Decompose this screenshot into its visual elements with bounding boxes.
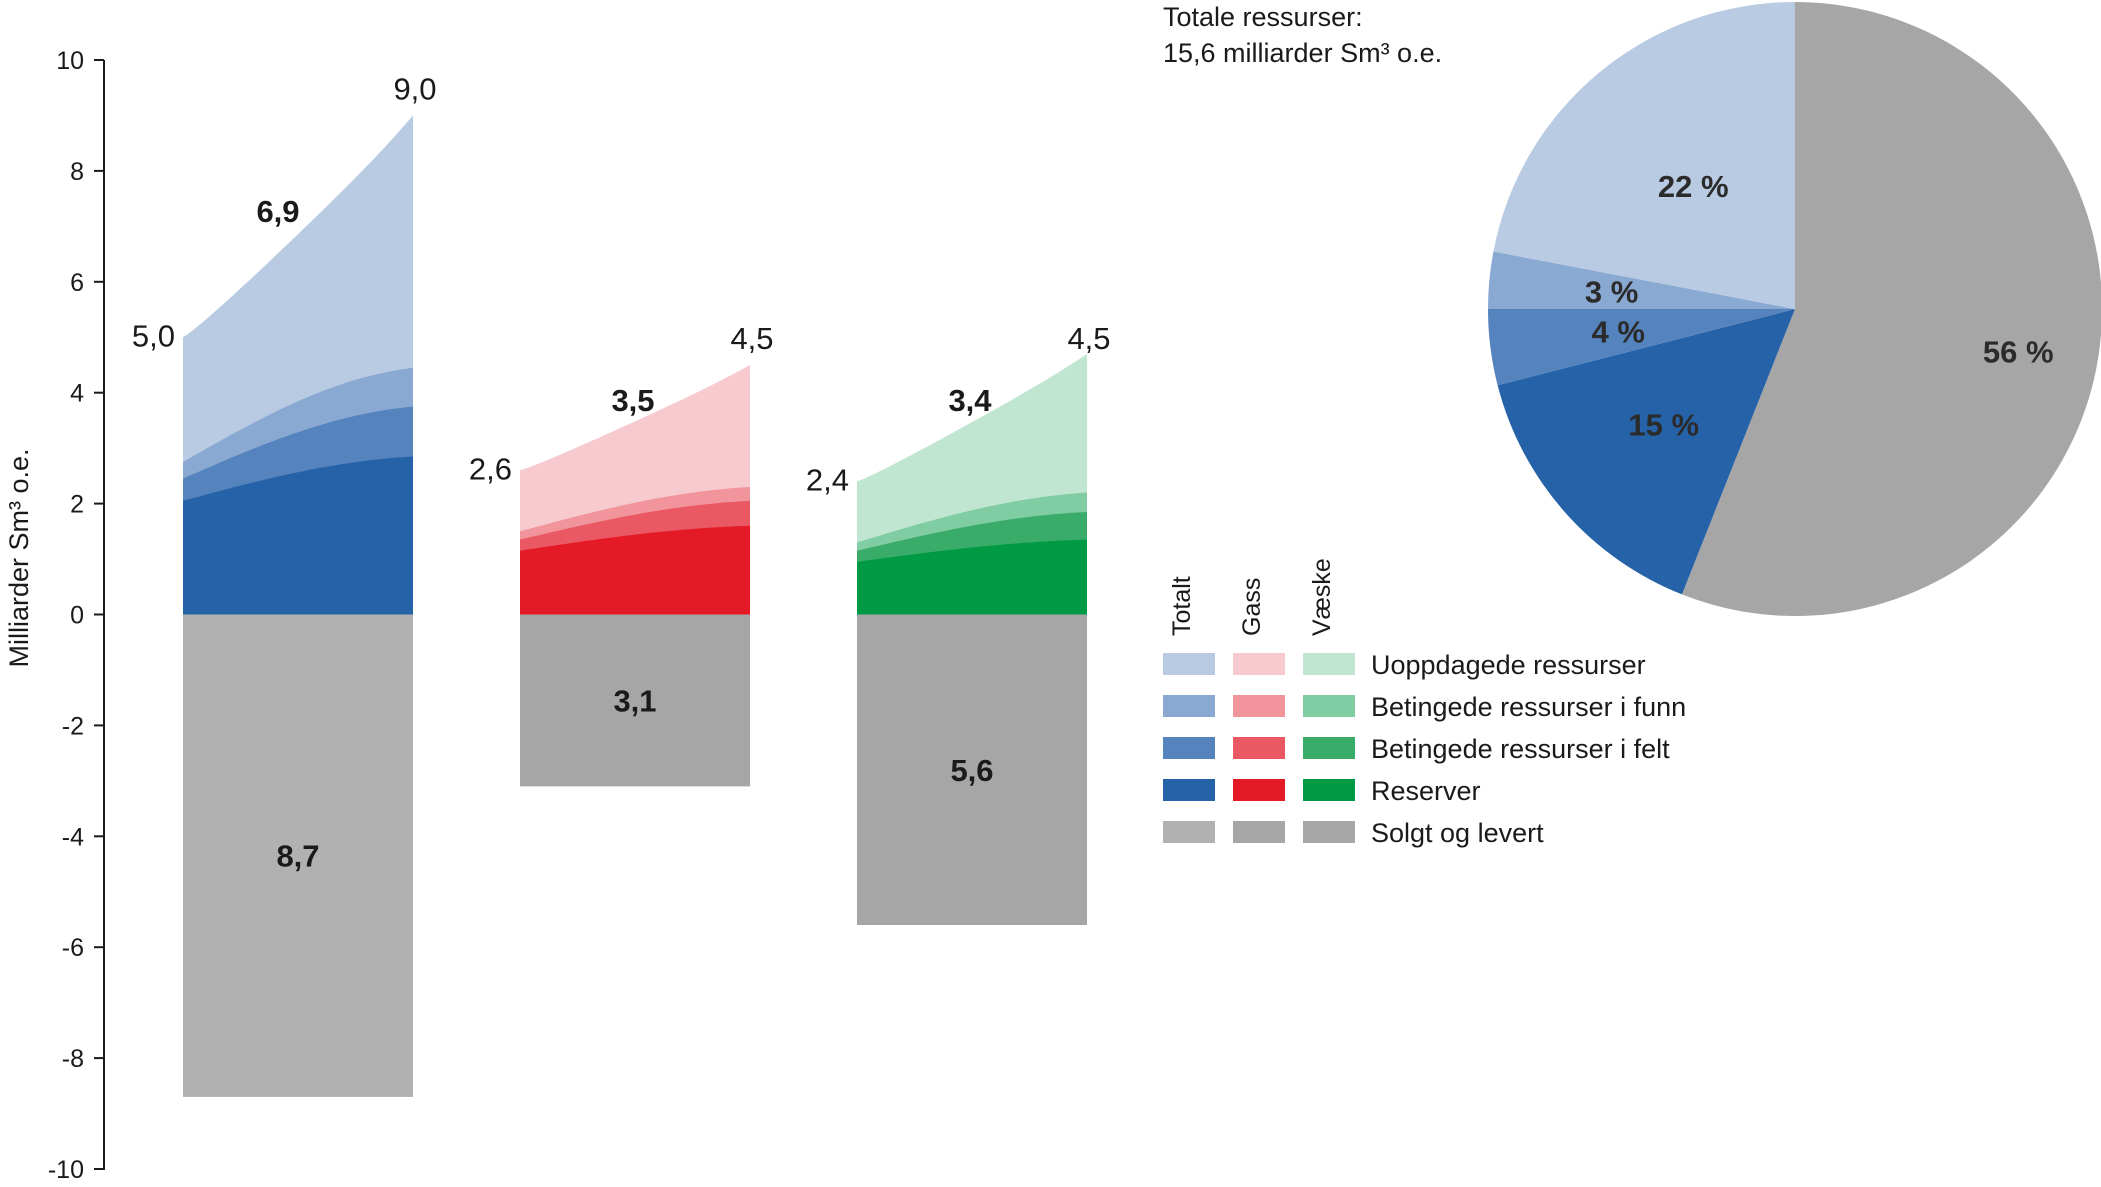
legend-swatch-solgt [1163,821,1215,843]
end-total-label: 9,0 [393,71,436,106]
legend-label-reserver: Reserver [1371,776,1481,806]
y-tick-label: 0 [70,602,84,630]
pie-chart: 56 % 15 % 4 % 3 % 22 % [1487,1,2101,616]
legend-label-felt: Betingede ressurser i felt [1371,734,1670,764]
legend: Totalt Gass Væske Uoppdagede ressurser Betin… [1163,558,1686,848]
legend-swatch-felt [1163,737,1215,759]
pie-slice-uoppdagede [1493,1,1795,310]
legend-label-funn: Betingede ressurser i funn [1371,692,1686,722]
y-tick-label: -4 [62,823,84,851]
y-tick-label: 8 [70,158,84,186]
legend-swatch-funn [1163,695,1215,717]
pie-label-funn: 3 % [1585,275,1638,310]
pie-label-reserver: 15 % [1628,408,1699,443]
y-tick-label: -6 [62,934,84,962]
solgt-value-label: 8,7 [276,839,319,874]
y-ticks: 10 8 6 4 2 0 -2 -4 -6 -8 -10 [48,47,104,1184]
area-group-totalt: 5,0 9,0 6,9 8,7 [132,71,437,1097]
legend-swatch-reserver [1303,779,1355,801]
start-total-label: 5,0 [132,318,175,353]
legend-swatch-uoppdagede [1163,653,1215,675]
legend-column-2: Væske [1308,558,1336,636]
area-groups: 5,0 9,0 6,9 8,7 2,6 4,5 3,5 3,1 2,4 4,5 3,4 5,6 [132,71,1111,1097]
pie-slice-funn [1487,251,1795,309]
mid-total-label: 3,4 [948,383,992,418]
pie-label-solgt: 56 % [1983,335,2054,370]
pie-label-felt: 4 % [1592,314,1645,349]
legend-label-solgt: Solgt og levert [1371,818,1544,848]
bar-solgt-og-levert [857,614,1087,926]
legend-swatch-felt [1303,737,1355,759]
mid-total-label: 3,5 [611,383,654,418]
area-reserver [520,525,750,615]
start-total-label: 2,4 [806,462,849,497]
pie-title-line1: Totale ressurser: [1163,2,1363,32]
y-axis-label: Milliarder Sm³ o.e. [4,448,34,667]
area-reserver [183,456,413,615]
pie-slice-reserver [1497,309,1795,595]
legend-swatch-uoppdagede [1233,653,1285,675]
solgt-value-label: 5,6 [950,753,993,788]
legend-swatch-solgt [1233,821,1285,843]
end-total-label: 4,5 [730,321,773,356]
bar-solgt-og-levert [520,614,750,787]
start-total-label: 2,6 [469,451,512,486]
mid-total-label: 6,9 [256,194,299,229]
pie-slice-solgt [1682,2,2101,616]
y-tick-label: 10 [56,47,84,75]
legend-swatch-uoppdagede [1303,653,1355,675]
area-group-gass: 2,6 4,5 3,5 3,1 [469,321,774,787]
bar-solgt-og-levert [183,614,413,1097]
pie-label-uoppdagede: 22 % [1658,169,1729,204]
y-tick-label: -10 [48,1156,84,1184]
legend-swatch-felt [1233,737,1285,759]
legend-swatch-reserver [1233,779,1285,801]
end-total-label: 4,5 [1067,321,1110,356]
legend-swatch-solgt [1303,821,1355,843]
legend-swatch-funn [1233,695,1285,717]
legend-column-0: Totalt [1168,576,1196,636]
pie-slice-felt [1488,309,1795,386]
y-tick-label: 4 [70,380,84,408]
legend-column-1: Gass [1238,578,1266,636]
legend-label-uoppdagede: Uoppdagede ressurser [1371,650,1646,680]
y-tick-label: -8 [62,1045,84,1073]
pie-title-line2: 15,6 milliarder Sm³ o.e. [1163,38,1442,68]
y-tick-label: -2 [62,712,84,740]
legend-swatch-reserver [1163,779,1215,801]
area-reserver [857,539,1087,615]
area-group-vaeske: 2,4 4,5 3,4 5,6 [806,321,1111,926]
y-tick-label: 2 [70,491,84,519]
legend-swatch-funn [1303,695,1355,717]
solgt-value-label: 3,1 [613,683,656,718]
y-tick-label: 6 [70,269,84,297]
